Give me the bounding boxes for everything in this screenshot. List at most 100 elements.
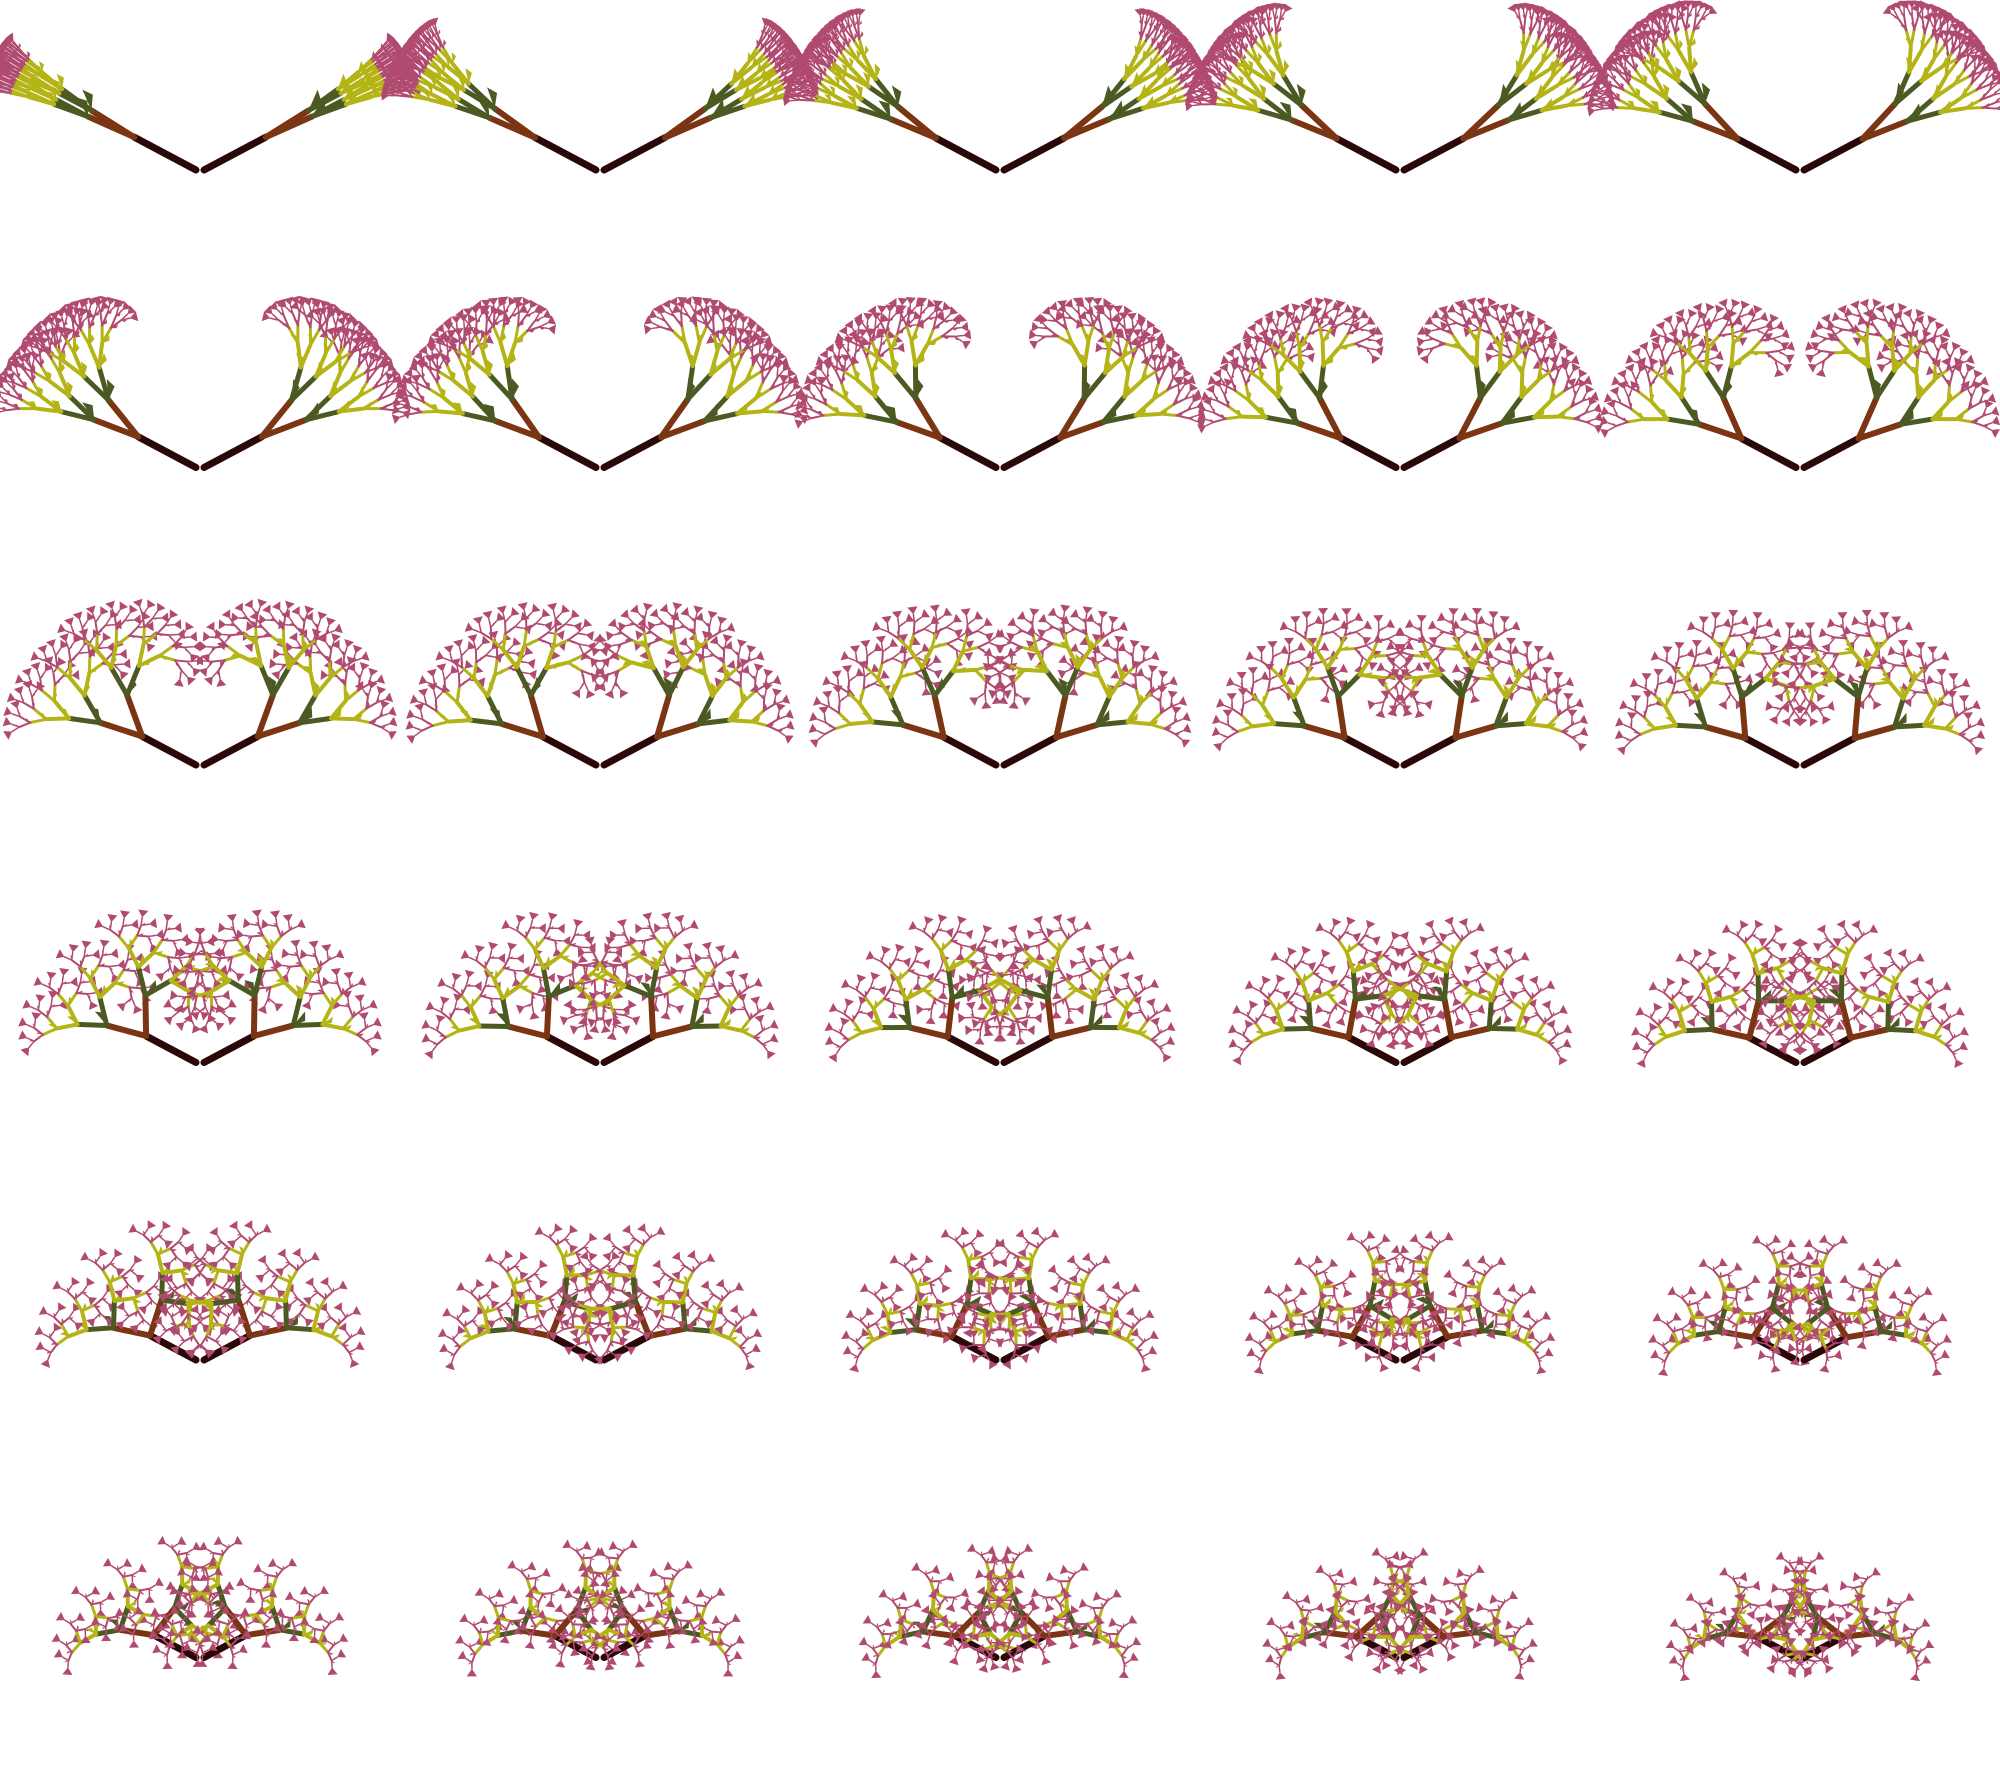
branch bbox=[1140, 43, 1154, 63]
branch bbox=[361, 66, 380, 82]
branch bbox=[841, 21, 848, 32]
petal bbox=[4, 32, 14, 42]
branch bbox=[831, 60, 849, 76]
branch bbox=[775, 39, 784, 49]
branch bbox=[739, 81, 764, 102]
branch bbox=[402, 80, 417, 89]
branch bbox=[1908, 335, 1913, 356]
branch bbox=[826, 33, 835, 42]
branch bbox=[1703, 345, 1710, 373]
branch bbox=[415, 82, 434, 97]
branch bbox=[1176, 70, 1190, 81]
branch bbox=[468, 333, 471, 345]
branch bbox=[856, 326, 860, 338]
branch bbox=[800, 69, 811, 76]
branch bbox=[1147, 51, 1161, 70]
branch bbox=[6, 65, 20, 75]
leaf bbox=[801, 79, 806, 85]
branch bbox=[777, 43, 787, 52]
branch bbox=[841, 22, 845, 34]
branch bbox=[306, 86, 341, 113]
branch bbox=[1151, 60, 1169, 76]
branch bbox=[413, 43, 423, 52]
branch bbox=[811, 72, 822, 85]
branch bbox=[1140, 326, 1144, 338]
branch bbox=[88, 107, 138, 141]
branch bbox=[40, 70, 65, 92]
branch bbox=[704, 313, 708, 328]
branch bbox=[813, 93, 834, 105]
branch bbox=[0, 70, 6, 74]
branch bbox=[1177, 46, 1186, 56]
branch bbox=[1890, 345, 1897, 373]
branch bbox=[1181, 79, 1194, 90]
branch bbox=[729, 315, 733, 326]
branch bbox=[356, 57, 373, 74]
branch bbox=[823, 73, 841, 89]
leaf bbox=[82, 89, 93, 111]
branch bbox=[390, 84, 402, 90]
branch bbox=[1180, 51, 1189, 60]
branch bbox=[343, 91, 372, 107]
branch bbox=[741, 322, 745, 334]
branch bbox=[849, 66, 871, 89]
branch bbox=[835, 37, 846, 50]
branch bbox=[8, 62, 22, 72]
branch bbox=[418, 75, 438, 90]
branch bbox=[1197, 90, 1208, 97]
branch bbox=[600, 134, 669, 174]
branch bbox=[358, 62, 377, 77]
branch bbox=[3, 52, 13, 60]
branch bbox=[422, 47, 435, 59]
leaf bbox=[26, 50, 31, 60]
branch bbox=[17, 72, 38, 85]
branch bbox=[745, 46, 759, 66]
petal bbox=[428, 17, 439, 27]
branch bbox=[1519, 371, 1525, 399]
branch bbox=[416, 39, 425, 49]
branch bbox=[1161, 44, 1172, 58]
branch bbox=[426, 29, 433, 40]
branch bbox=[430, 92, 458, 109]
branch bbox=[388, 55, 399, 62]
branch bbox=[828, 44, 839, 58]
branch bbox=[381, 43, 390, 52]
leaf bbox=[18, 43, 22, 50]
branch bbox=[1163, 29, 1169, 40]
branch bbox=[403, 58, 413, 66]
branch bbox=[776, 368, 779, 380]
branch bbox=[18, 48, 30, 61]
branch bbox=[341, 83, 369, 102]
leaf bbox=[855, 84, 863, 99]
branch bbox=[799, 72, 808, 82]
leaf bbox=[451, 52, 456, 64]
branch bbox=[411, 91, 432, 102]
branch bbox=[439, 344, 442, 356]
leaf bbox=[799, 86, 803, 92]
branch bbox=[1, 55, 12, 62]
leaf bbox=[849, 22, 853, 29]
branch bbox=[873, 76, 901, 110]
branch bbox=[734, 321, 737, 332]
leaf bbox=[434, 45, 438, 54]
branch bbox=[28, 91, 57, 107]
leaf bbox=[842, 40, 846, 49]
branch bbox=[1259, 24, 1263, 40]
branch bbox=[366, 78, 386, 91]
branch bbox=[702, 81, 734, 111]
branch bbox=[757, 66, 776, 80]
leaf bbox=[805, 75, 808, 81]
branch bbox=[1267, 20, 1271, 36]
branch bbox=[411, 63, 425, 73]
branch bbox=[811, 51, 820, 60]
branch bbox=[14, 78, 34, 91]
branch bbox=[1529, 20, 1533, 36]
branch bbox=[492, 313, 496, 328]
branch bbox=[770, 53, 783, 65]
branch bbox=[53, 97, 91, 120]
branch bbox=[1297, 346, 1303, 374]
branch bbox=[382, 45, 392, 54]
branch bbox=[763, 42, 773, 55]
branch bbox=[761, 25, 766, 37]
